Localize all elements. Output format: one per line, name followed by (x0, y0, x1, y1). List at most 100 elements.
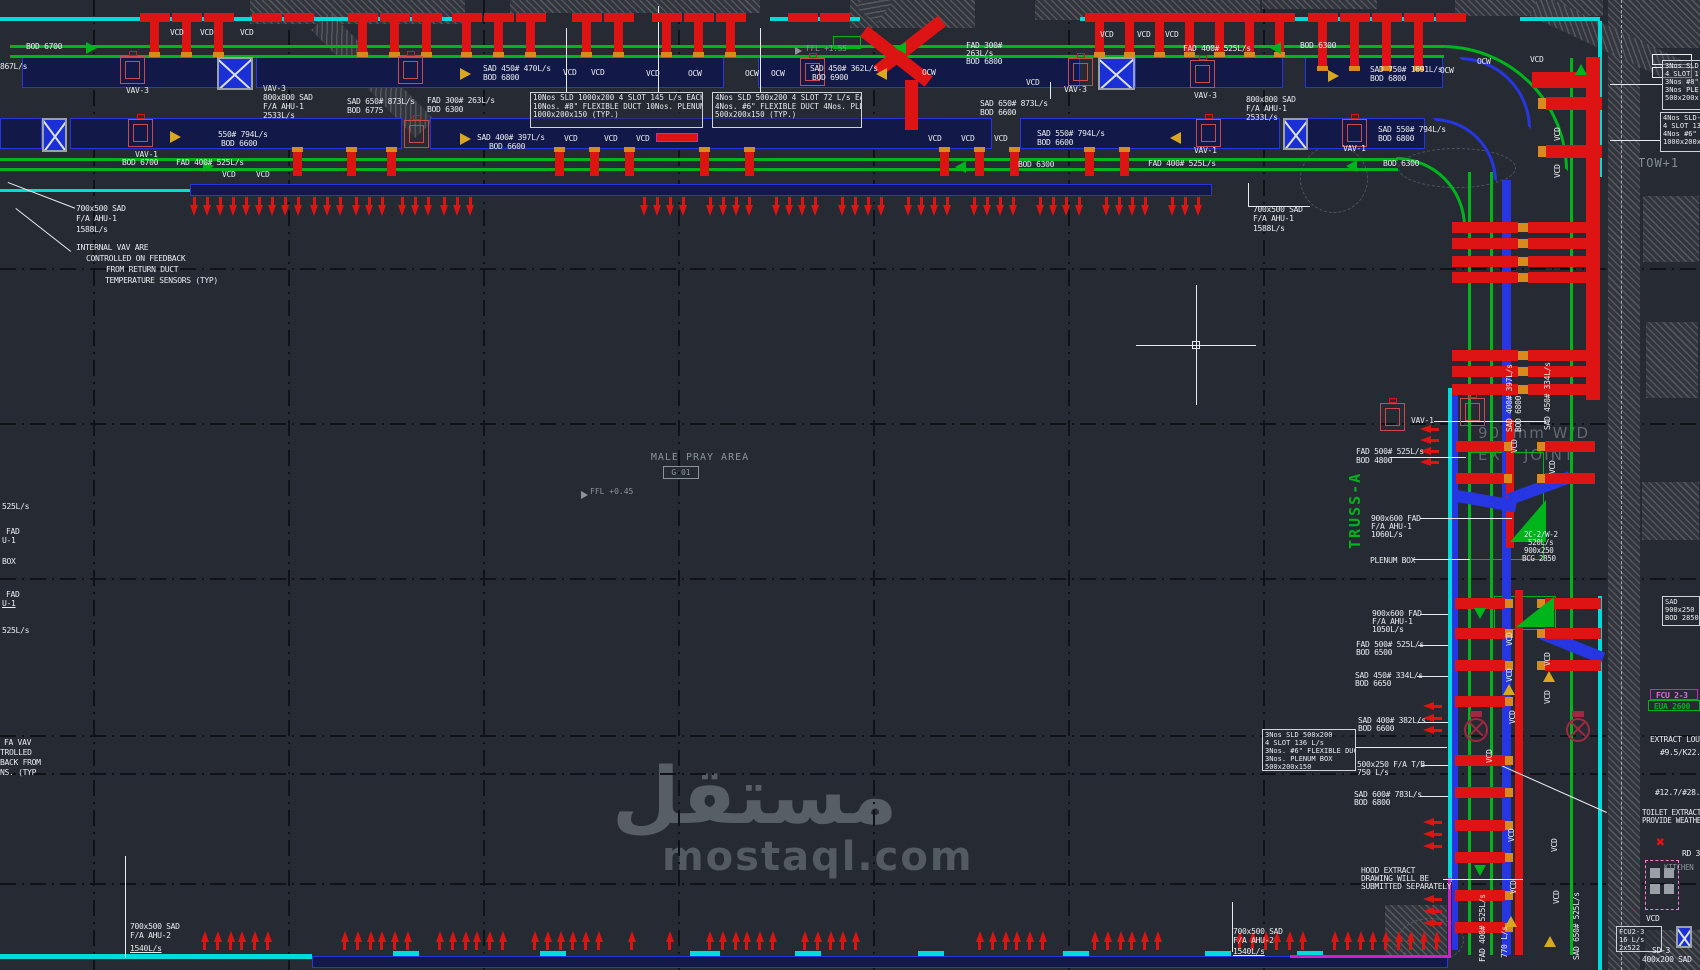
damper-symbol[interactable] (42, 118, 67, 152)
diffuser-bar[interactable] (140, 13, 170, 22)
diffuser-bar[interactable] (1436, 13, 1466, 22)
diffuser-bar[interactable] (1455, 922, 1505, 933)
diffuser-bar[interactable] (1545, 441, 1595, 452)
diffuser-bar[interactable] (1404, 13, 1434, 22)
diffuser-bar[interactable] (1452, 238, 1518, 249)
vav-box-symbol[interactable] (398, 51, 423, 84)
diffuser-bar[interactable] (380, 13, 410, 22)
diffuser-bar[interactable] (412, 13, 442, 22)
diffuser-bar[interactable] (1455, 787, 1505, 798)
diffuser-bar[interactable] (1545, 473, 1595, 484)
diffuser-bar[interactable] (1456, 473, 1504, 484)
vav-box-symbol[interactable] (120, 51, 145, 84)
vav-box-symbol[interactable] (1342, 114, 1367, 147)
diffuser-bar[interactable] (1452, 384, 1518, 395)
vav-box-symbol[interactable] (1380, 398, 1405, 431)
diffuser-bar[interactable] (1145, 13, 1175, 22)
diffuser-bar[interactable] (1205, 13, 1235, 22)
annotation-label: SD-3 (1652, 946, 1671, 955)
diffuser-bar[interactable] (1452, 256, 1518, 267)
diffuser-bar[interactable] (1455, 890, 1505, 901)
annotation-label: VCD (604, 134, 618, 143)
diffuser-bar[interactable] (572, 13, 602, 22)
diffuser-bar[interactable] (1455, 696, 1505, 707)
diffuser-bar[interactable] (1452, 350, 1518, 361)
vav-box-symbol[interactable] (1196, 114, 1221, 147)
diffuser-bar[interactable] (1308, 13, 1338, 22)
annotation-label: 1060L/s (1371, 530, 1403, 539)
diffuser-bar[interactable] (1456, 441, 1504, 452)
diffuser-bar[interactable] (652, 13, 682, 22)
annotation-label: 1540L/s (1233, 947, 1265, 956)
fan-symbol[interactable] (1563, 711, 1593, 745)
diffuser-bar[interactable] (452, 13, 482, 22)
diffuser-bar[interactable] (1545, 628, 1601, 639)
diffuser-bar[interactable] (1085, 13, 1115, 22)
annotation-label: FAD 500# 525L/s (1356, 447, 1424, 456)
diffuser-bar[interactable] (348, 13, 378, 22)
diffuser-bar[interactable] (516, 13, 546, 22)
damper-symbol[interactable] (1676, 926, 1692, 948)
diffuser-bar[interactable] (1455, 820, 1505, 831)
duct-line (15, 208, 72, 252)
diffuser-bar[interactable] (1372, 13, 1402, 22)
diffuser-bar[interactable] (1175, 13, 1205, 22)
diffuser-bar[interactable] (484, 13, 514, 22)
diffuser-bar[interactable] (1265, 13, 1295, 22)
diffuser-bar[interactable] (1455, 755, 1505, 766)
annotation-box: 4Nos SLD- 4 SLOT 13 4Nos #6" 1000x200x (1660, 112, 1700, 152)
diffuser-bar[interactable] (1546, 145, 1602, 158)
vav-box-symbol[interactable] (1190, 55, 1215, 88)
damper-symbol[interactable] (1098, 57, 1135, 90)
airflow-arrow (1153, 931, 1162, 950)
annotation-label: SAD 650# 873L/s (980, 99, 1048, 108)
vav-box-symbol[interactable] (800, 53, 825, 86)
diffuser-bar[interactable] (1528, 238, 1592, 249)
diffuser-bar[interactable] (1528, 384, 1592, 395)
airflow-arrow (310, 197, 319, 216)
diffuser-bar[interactable] (604, 13, 634, 22)
vav-box-symbol[interactable] (1460, 393, 1485, 426)
annotation-label: BOD 6800 (1370, 74, 1407, 83)
diffuser-bar[interactable] (1115, 13, 1145, 22)
diffuser-bar[interactable] (204, 13, 234, 22)
diffuser-bar[interactable] (252, 13, 282, 22)
airflow-arrow (838, 197, 847, 216)
damper-symbol[interactable] (1283, 118, 1308, 150)
diffuser-bar[interactable] (1452, 366, 1518, 377)
diffuser-bar[interactable] (1546, 97, 1602, 110)
diffuser-bar[interactable] (172, 13, 202, 22)
vav-box-symbol[interactable] (404, 115, 429, 148)
diffuser-collar (1505, 821, 1513, 830)
fan-symbol[interactable] (1461, 711, 1491, 745)
diffuser-bar[interactable] (1545, 598, 1601, 609)
diffuser-bar[interactable] (1528, 222, 1592, 233)
diffuser-bar[interactable] (1455, 628, 1505, 639)
diffuser-bar[interactable] (1455, 660, 1505, 671)
diffuser-bar[interactable] (788, 13, 818, 22)
diffuser-bar[interactable] (820, 13, 850, 22)
diffuser-bar[interactable] (1528, 256, 1592, 267)
airflow-arrow (679, 197, 688, 216)
diffuser-bar[interactable] (1340, 13, 1370, 22)
diffuser-bar[interactable] (684, 13, 714, 22)
diffuser-bar[interactable] (1528, 350, 1592, 361)
annotation-label: FFL +1.55 (806, 44, 847, 53)
diffuser-bar[interactable] (1455, 852, 1505, 863)
diffuser-bar[interactable] (716, 13, 746, 22)
diffuser-bar[interactable] (284, 13, 314, 22)
diffuser-bar[interactable] (1452, 272, 1518, 283)
damper-symbol[interactable] (217, 57, 253, 90)
diffuser-bar[interactable] (1235, 13, 1265, 22)
diffuser-bar[interactable] (1528, 272, 1592, 283)
airflow-arrow (281, 197, 290, 216)
diffuser-bar[interactable] (1455, 598, 1505, 609)
diffuser-bar[interactable] (1528, 366, 1592, 377)
diffuser-bar[interactable] (1545, 660, 1601, 671)
diffuser-bar[interactable] (1452, 222, 1518, 233)
diffuser-stem (1245, 22, 1254, 56)
crosshair-cursor (1196, 285, 1197, 405)
vav-box-symbol[interactable] (1068, 53, 1093, 86)
vav-box-symbol[interactable] (128, 114, 153, 147)
